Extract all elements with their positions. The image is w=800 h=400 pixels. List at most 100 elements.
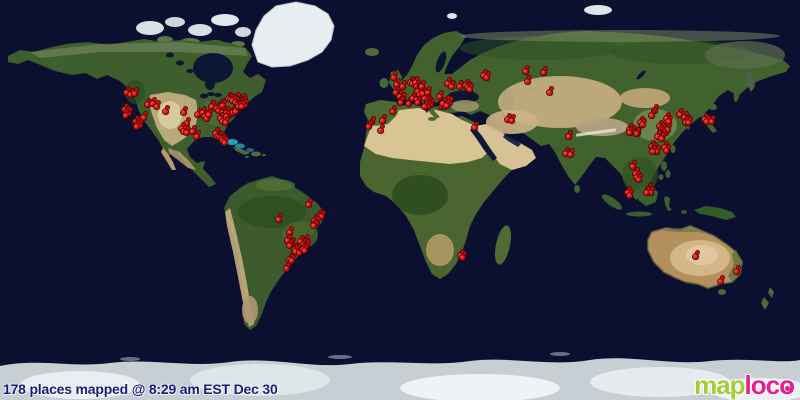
place-marker — [686, 117, 692, 125]
place-marker — [704, 116, 710, 124]
place-marker — [440, 98, 446, 106]
place-marker — [509, 115, 515, 123]
place-marker — [230, 107, 236, 115]
place-marker — [410, 78, 416, 86]
place-marker — [633, 168, 639, 176]
place-marker — [126, 108, 132, 116]
place-marker — [634, 128, 640, 136]
place-marker — [547, 87, 553, 95]
place-marker — [394, 79, 400, 87]
place-marker — [649, 110, 655, 118]
place-marker — [563, 148, 569, 156]
place-marker — [179, 123, 185, 131]
place-marker — [150, 98, 156, 106]
place-marker — [505, 114, 511, 122]
place-marker — [422, 101, 428, 109]
place-marker — [644, 187, 650, 195]
place-marker — [222, 137, 228, 145]
logo-map-text: map — [694, 370, 745, 400]
logo-target-o-icon: o — [779, 370, 795, 400]
place-marker — [662, 142, 668, 150]
place-marker — [666, 116, 672, 124]
place-marker — [319, 211, 325, 219]
place-marker — [410, 93, 416, 101]
place-marker — [677, 109, 683, 117]
place-marker — [218, 113, 224, 121]
place-marker — [406, 98, 412, 106]
place-marker — [137, 120, 143, 128]
place-marker — [484, 72, 490, 80]
place-marker — [209, 101, 215, 109]
place-marker — [287, 240, 293, 248]
place-marker — [311, 220, 317, 228]
place-marker — [655, 131, 661, 139]
logo-loco-text: loc — [744, 370, 781, 400]
place-marker — [481, 70, 487, 78]
place-marker — [627, 190, 633, 198]
place-marker — [380, 115, 386, 123]
place-marker — [194, 131, 200, 139]
place-marker — [132, 88, 138, 96]
place-marker — [124, 87, 130, 95]
place-marker — [630, 126, 636, 134]
place-marker — [378, 125, 384, 133]
place-marker — [636, 174, 642, 182]
places-mapped-caption: 178 places mapped @ 8:29 am EST Dec 30 — [3, 381, 278, 397]
place-marker — [734, 266, 740, 274]
place-marker — [390, 106, 396, 114]
place-marker — [233, 106, 239, 114]
place-marker — [206, 109, 212, 117]
place-marker — [293, 246, 299, 254]
place-marker — [393, 87, 399, 95]
place-marker — [190, 126, 196, 134]
place-marker — [566, 131, 572, 139]
place-marker — [184, 127, 190, 135]
place-marker — [419, 81, 425, 89]
place-marker — [627, 127, 633, 135]
place-marker — [223, 117, 229, 125]
place-marker — [154, 101, 160, 109]
place-marker — [181, 107, 187, 115]
place-marker — [276, 214, 282, 222]
place-marker — [415, 97, 421, 105]
place-marker — [683, 117, 689, 125]
place-marker — [425, 101, 431, 109]
place-marker — [220, 100, 226, 108]
place-marker — [654, 146, 660, 154]
place-marker — [625, 187, 631, 195]
place-marker — [128, 89, 134, 97]
place-marker — [224, 111, 230, 119]
place-marker — [236, 101, 242, 109]
place-marker — [242, 100, 248, 108]
maploco-logo[interactable]: maploco — [694, 370, 795, 400]
place-marker — [123, 110, 129, 118]
place-marker — [682, 112, 688, 120]
place-marker — [200, 107, 206, 115]
place-marker — [413, 77, 419, 85]
place-marker — [627, 124, 633, 132]
place-marker — [141, 112, 147, 120]
place-marker — [444, 96, 450, 104]
place-marker — [417, 89, 423, 97]
place-marker — [664, 145, 670, 153]
place-marker — [525, 76, 531, 84]
place-marker — [718, 276, 724, 284]
place-marker — [289, 255, 295, 263]
place-marker — [460, 252, 466, 260]
place-marker — [445, 78, 451, 86]
place-marker — [306, 199, 312, 207]
place-marker — [184, 118, 190, 126]
place-marker — [391, 72, 397, 80]
place-marker — [366, 121, 372, 129]
place-marker — [457, 81, 463, 89]
place-marker — [659, 133, 665, 141]
place-marker — [650, 146, 656, 154]
place-marker — [239, 101, 245, 109]
place-marker — [467, 84, 473, 92]
place-marker — [285, 235, 291, 243]
place-marker — [420, 88, 426, 96]
place-marker — [640, 119, 646, 127]
